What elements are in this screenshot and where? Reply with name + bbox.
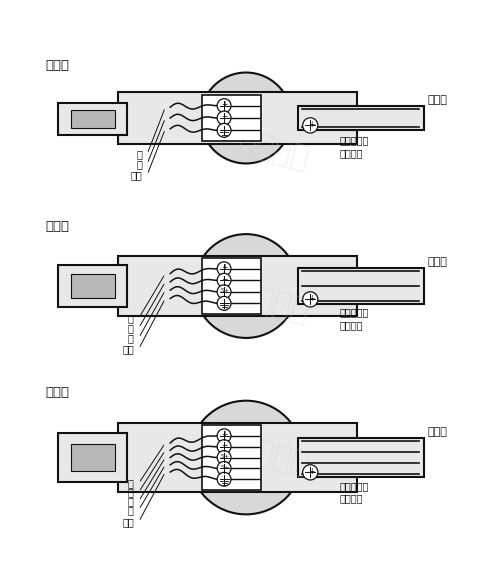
Circle shape: [217, 111, 231, 125]
Text: 中方防雷: 中方防雷: [234, 433, 312, 480]
Text: 蓝: 蓝: [136, 159, 142, 169]
Text: +: +: [222, 100, 228, 109]
Bar: [298, 106, 424, 130]
Circle shape: [201, 73, 292, 163]
Text: −: −: [222, 113, 228, 121]
Text: 黄绿: 黄绿: [122, 344, 134, 354]
Text: +: +: [308, 120, 314, 129]
Text: 变送器金属
外壳接地: 变送器金属 外壳接地: [340, 481, 369, 504]
Bar: [58, 433, 127, 482]
Circle shape: [303, 118, 318, 133]
Circle shape: [303, 292, 318, 307]
Text: 白: 白: [128, 505, 134, 515]
Text: 信号线: 信号线: [427, 257, 447, 267]
Text: 变送器金属
外壳接地: 变送器金属 外壳接地: [340, 308, 369, 329]
Bar: [202, 258, 261, 314]
Text: 红: 红: [136, 149, 142, 159]
Text: S+: S+: [220, 454, 229, 459]
Text: S−: S−: [220, 465, 229, 470]
Circle shape: [217, 297, 231, 310]
Text: +: +: [222, 263, 228, 272]
Text: +: +: [222, 430, 228, 439]
Bar: [71, 110, 115, 128]
Bar: [71, 274, 115, 298]
Circle shape: [217, 262, 231, 276]
Text: 蓝: 蓝: [128, 333, 134, 343]
Text: +: +: [308, 294, 314, 303]
Bar: [202, 425, 261, 490]
Text: 黑: 黑: [128, 496, 134, 506]
Bar: [117, 256, 357, 316]
Text: 红: 红: [128, 313, 134, 323]
Text: 黄绿: 黄绿: [131, 170, 142, 180]
Circle shape: [217, 273, 231, 287]
Text: 变送器金属
外壳接地: 变送器金属 外壳接地: [340, 135, 369, 158]
Text: 黄绿: 黄绿: [122, 517, 134, 527]
Circle shape: [217, 99, 231, 113]
Circle shape: [217, 429, 231, 443]
Bar: [71, 444, 115, 471]
Bar: [117, 92, 357, 144]
Circle shape: [217, 440, 231, 454]
Circle shape: [303, 464, 318, 480]
Circle shape: [217, 451, 231, 464]
Bar: [298, 438, 424, 477]
Text: 信号线: 信号线: [427, 427, 447, 437]
Text: −: −: [222, 275, 228, 284]
Text: +: +: [308, 467, 314, 475]
Circle shape: [189, 400, 303, 514]
Text: 三线制: 三线制: [46, 220, 70, 233]
Bar: [202, 95, 261, 141]
Text: 信号线: 信号线: [427, 95, 447, 104]
Text: 黑: 黑: [128, 323, 134, 333]
Text: −: −: [222, 441, 228, 450]
Bar: [298, 268, 424, 304]
Text: S+: S+: [220, 288, 229, 293]
Circle shape: [217, 462, 231, 475]
Text: 中方防雷: 中方防雷: [234, 280, 312, 327]
Text: 四线制: 四线制: [46, 387, 70, 399]
Text: 中方防雷: 中方防雷: [234, 127, 312, 174]
Text: 蓝: 蓝: [128, 487, 134, 497]
Circle shape: [217, 123, 231, 137]
Text: 二线制: 二线制: [46, 59, 70, 72]
Circle shape: [217, 285, 231, 299]
Bar: [58, 103, 127, 135]
Text: 红: 红: [128, 478, 134, 488]
Circle shape: [217, 473, 231, 486]
Bar: [58, 265, 127, 308]
Bar: [117, 423, 357, 492]
Circle shape: [194, 234, 298, 338]
